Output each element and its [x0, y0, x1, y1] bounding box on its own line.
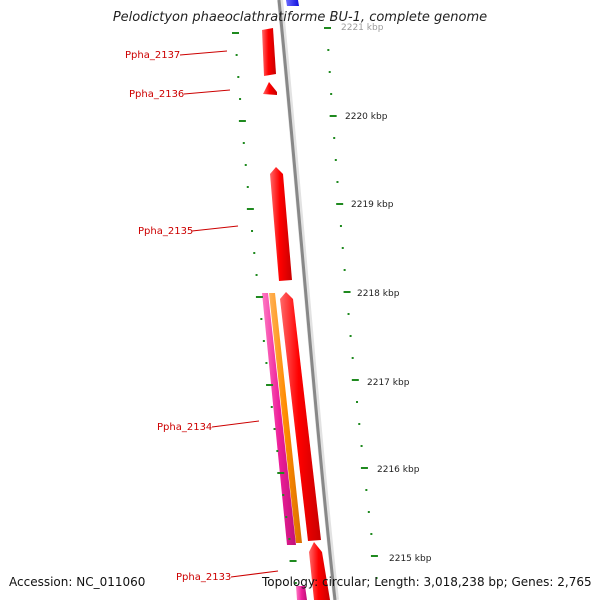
scale-tick [360, 467, 368, 469]
scale-tick-inner [270, 406, 273, 408]
scale-tick [358, 423, 361, 425]
scale-tick [347, 313, 350, 315]
scale-tick [370, 533, 373, 535]
scale-tick-inner [237, 76, 240, 78]
scale-tick [341, 247, 344, 249]
scale-tick [365, 489, 368, 491]
gene-arrow-ppha-2136 [263, 82, 277, 95]
scale-tick [349, 335, 352, 337]
scale-tick [360, 445, 363, 447]
scale-tick-inner [246, 186, 249, 188]
gene-bar-orange [269, 293, 302, 543]
leader-line [183, 89, 231, 95]
scale-tick [336, 181, 339, 183]
scale-tick [336, 203, 344, 205]
gene-bar-bottom-magenta [296, 586, 307, 600]
gene-arrow-ppha-2135 [270, 167, 292, 281]
scale-tick-inner [288, 538, 291, 540]
accession-text: Accession: NC_011060 [9, 575, 146, 589]
gene-label-ppha-2133[interactable]: Ppha_2133 [176, 572, 231, 583]
scale-tick-inner [255, 274, 258, 276]
scale-tick [375, 577, 378, 579]
gene-arrow-ppha-2137 [262, 28, 276, 76]
scale-tick-inner [244, 164, 247, 166]
scale-tick-inner [253, 252, 256, 254]
scale-tick [367, 511, 370, 513]
scale-tick [327, 49, 330, 51]
scale-tick-inner [285, 516, 288, 518]
scale-tick-inner [277, 472, 285, 474]
gene-label-ppha-2134[interactable]: Ppha_2134 [157, 422, 212, 433]
scale-tick-inner [273, 428, 276, 430]
scale-tick [351, 379, 359, 381]
gene-label-ppha-2135[interactable]: Ppha_2135 [138, 226, 193, 237]
scale-tick [351, 357, 354, 359]
scale-tick-inner [289, 560, 297, 562]
map-title: Pelodictyon phaeoclathratiforme BU-1, co… [112, 10, 488, 25]
leader-line [211, 420, 260, 428]
scale-tick-inner [238, 120, 246, 122]
scale-tick-inner [265, 362, 268, 364]
scale-tick-inner [251, 230, 254, 232]
leader-line [179, 50, 228, 56]
scale-tick-inner [239, 98, 242, 100]
scale-tick [339, 225, 342, 227]
gene-arrow-ppha-2134 [280, 292, 321, 541]
scale-tick [370, 555, 378, 557]
tick-marks-outer [324, 27, 378, 579]
scale-tick-inner [282, 494, 285, 496]
scale-tick-inner [235, 54, 238, 56]
tick-label: 2216 kbp [377, 465, 420, 475]
gene-bar-magenta [262, 293, 296, 545]
scale-tick [343, 291, 351, 293]
gene-label-ppha-2137[interactable]: Ppha_2137 [125, 50, 180, 61]
tick-label: 2221 kbp [341, 23, 384, 33]
scale-tick-inner [232, 32, 239, 34]
tick-label: 2220 kbp [345, 112, 388, 122]
scale-tick [324, 27, 331, 29]
scale-tick-inner [276, 450, 279, 452]
tick-label: 2219 kbp [351, 200, 394, 210]
gene-label-ppha-2136[interactable]: Ppha_2136 [129, 89, 184, 100]
leader-line [230, 570, 279, 578]
leader-line [191, 225, 239, 232]
tick-label: 2218 kbp [357, 289, 400, 299]
scale-tick-inner [246, 208, 254, 210]
scale-tick-inner [266, 384, 274, 386]
tick-label: 2215 kbp [389, 554, 432, 564]
tick-label: 2217 kbp [367, 378, 410, 388]
scale-tick-inner [260, 318, 263, 320]
scale-tick [334, 159, 337, 161]
genome-summary-text: Topology: circular; Length: 3,018,238 bp… [262, 575, 592, 589]
scale-tick [330, 93, 333, 95]
scale-tick [328, 71, 331, 73]
tick-marks-inner [232, 32, 297, 584]
scale-tick [356, 401, 359, 403]
scale-tick [343, 269, 346, 271]
scale-tick [329, 115, 337, 117]
scale-tick-inner [294, 582, 297, 584]
scale-tick-inner [242, 142, 245, 144]
scale-tick-inner [255, 296, 263, 298]
scale-tick [333, 137, 336, 139]
blue-feature [286, 0, 299, 6]
gene-arrow-ppha-2133 [309, 542, 330, 600]
scale-tick-inner [262, 340, 265, 342]
genome-backbone [277, 0, 337, 600]
